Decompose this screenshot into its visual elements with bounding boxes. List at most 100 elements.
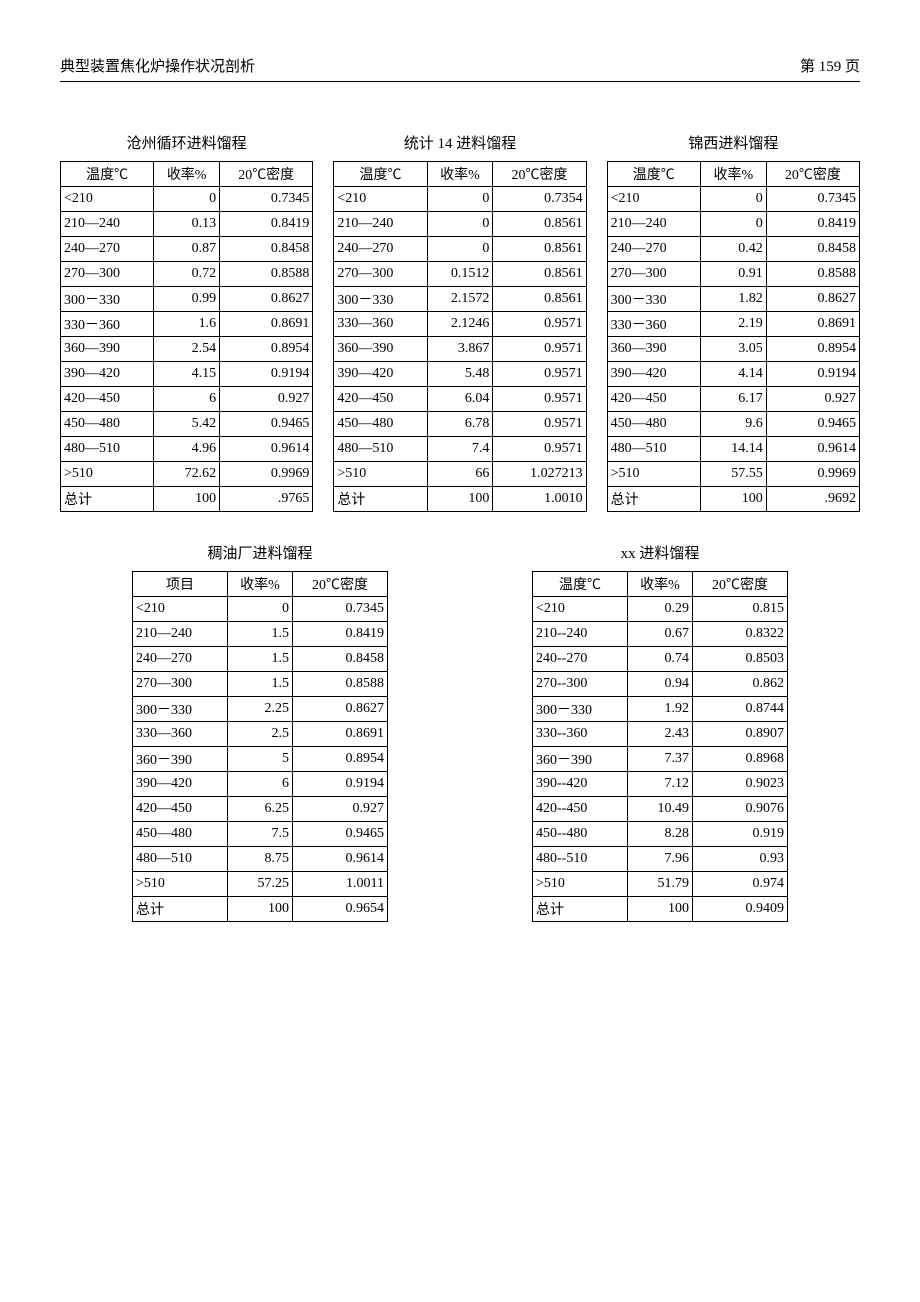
- table-row: 270—3000.15120.8561: [334, 262, 586, 287]
- table-cell: 0.8954: [293, 747, 388, 772]
- table-cell: 7.96: [628, 847, 693, 872]
- table-cell: 0.8322: [693, 622, 788, 647]
- table-cell: 0.99: [154, 287, 220, 312]
- table-cell: 0.94: [628, 672, 693, 697]
- table-cell: 2.1246: [427, 312, 493, 337]
- table-cell: 66: [427, 462, 493, 487]
- table-header-cell: 温度℃: [533, 572, 628, 597]
- table-cell: 0.8627: [766, 287, 859, 312]
- table-row: 390—42060.9194: [133, 772, 388, 797]
- table-cell: 360—390: [61, 337, 154, 362]
- table-header-cell: 温度℃: [607, 162, 700, 187]
- table-cell: 0.815: [693, 597, 788, 622]
- table-cell: 300－330: [61, 287, 154, 312]
- table-row: 210--2400.670.8322: [533, 622, 788, 647]
- table-row: 270—3000.720.8588: [61, 262, 313, 287]
- table-cell: 6: [154, 387, 220, 412]
- table-cell: >510: [334, 462, 427, 487]
- table-cell: 0.8627: [220, 287, 313, 312]
- table-cell: 0.8691: [766, 312, 859, 337]
- table-cell: .9692: [766, 487, 859, 512]
- table-cell: 1.92: [628, 697, 693, 722]
- table-row: 450—4807.50.9465: [133, 822, 388, 847]
- table-cell: 330－360: [607, 312, 700, 337]
- table-cell: 0.8561: [493, 262, 586, 287]
- table-cell: 450—480: [334, 412, 427, 437]
- table-cell: 1.5: [228, 672, 293, 697]
- table-row: 360—3903.050.8954: [607, 337, 859, 362]
- table-cell: 2.43: [628, 722, 693, 747]
- table-row: >51051.790.974: [533, 872, 788, 897]
- table-row: 330—3602.50.8691: [133, 722, 388, 747]
- table-cell: 300－330: [133, 697, 228, 722]
- table-cell: 8.28: [628, 822, 693, 847]
- table-cell: 100: [427, 487, 493, 512]
- table-row: 360－39050.8954: [133, 747, 388, 772]
- table-cell: 240—270: [133, 647, 228, 672]
- table-cell: 0.29: [628, 597, 693, 622]
- table-cell: 0.9571: [493, 312, 586, 337]
- table-cell: 0.8588: [766, 262, 859, 287]
- table-cell: 0.9654: [293, 897, 388, 922]
- table-cell: 0.9571: [493, 437, 586, 462]
- table-cell: 0.67: [628, 622, 693, 647]
- table-row: 总计100.9765: [61, 487, 313, 512]
- table-row: 360－3907.370.8968: [533, 747, 788, 772]
- table-row: <21000.7345: [133, 597, 388, 622]
- table-row: >51072.620.9969: [61, 462, 313, 487]
- table-cell: 240—270: [334, 237, 427, 262]
- table-row: 300－3302.250.8627: [133, 697, 388, 722]
- table-cell: 300－330: [607, 287, 700, 312]
- table-cell: 420—450: [607, 387, 700, 412]
- table-cell: 0.91: [700, 262, 766, 287]
- table-row: 390--4207.120.9023: [533, 772, 788, 797]
- table-cell: 6.78: [427, 412, 493, 437]
- table-cell: 0.9465: [766, 412, 859, 437]
- table-cell: 100: [628, 897, 693, 922]
- table-row: 480--5107.960.93: [533, 847, 788, 872]
- table-cell: 0.8458: [766, 237, 859, 262]
- table-cell: 7.4: [427, 437, 493, 462]
- table-cell: 0.9465: [220, 412, 313, 437]
- table-cell: 0.9194: [766, 362, 859, 387]
- table-cell: 480—510: [133, 847, 228, 872]
- table-cell: 1.027213: [493, 462, 586, 487]
- table-cell: 5.42: [154, 412, 220, 437]
- table-row: 450—4809.60.9465: [607, 412, 859, 437]
- table-cell: 0.8691: [220, 312, 313, 337]
- table-cell: 0.9023: [693, 772, 788, 797]
- table-cell: 0.974: [693, 872, 788, 897]
- table-cell: 480—510: [334, 437, 427, 462]
- table-row: 总计100.9692: [607, 487, 859, 512]
- table-row: 300－3301.920.8744: [533, 697, 788, 722]
- table-cell: 0.8503: [693, 647, 788, 672]
- table-cell: 300－330: [533, 697, 628, 722]
- table-row: 420--45010.490.9076: [533, 797, 788, 822]
- table-row: 300－3302.15720.8561: [334, 287, 586, 312]
- table-cell: 0.927: [766, 387, 859, 412]
- table-cell: 0.8458: [220, 237, 313, 262]
- table-cell: 390—420: [133, 772, 228, 797]
- table-cell: 10.49: [628, 797, 693, 822]
- table-cell: 480—510: [61, 437, 154, 462]
- table-row: 480—5107.40.9571: [334, 437, 586, 462]
- table-row: <21000.7345: [607, 187, 859, 212]
- table-cell: .9765: [220, 487, 313, 512]
- table-cell: 5.48: [427, 362, 493, 387]
- table-cell: 0: [700, 212, 766, 237]
- table-cell: 4.15: [154, 362, 220, 387]
- table-cell: 0.8954: [220, 337, 313, 362]
- table-cell: 1.0011: [293, 872, 388, 897]
- table-cell: 0.927: [220, 387, 313, 412]
- table-row: 480—51014.140.9614: [607, 437, 859, 462]
- table-row: 210—24000.8561: [334, 212, 586, 237]
- table-row: 210—2401.50.8419: [133, 622, 388, 647]
- table-cell: 360—390: [607, 337, 700, 362]
- table-cell: 0.93: [693, 847, 788, 872]
- table-cell: 100: [228, 897, 293, 922]
- table-title: 统计 14 进料馏程: [333, 132, 586, 153]
- data-table: 温度℃收率%20℃密度<21000.7345210—24000.8419240—…: [607, 161, 860, 512]
- table-cell: 360－390: [533, 747, 628, 772]
- data-table: 温度℃收率%20℃密度<21000.7345210—2400.130.84192…: [60, 161, 313, 512]
- table-cell: 0.8588: [220, 262, 313, 287]
